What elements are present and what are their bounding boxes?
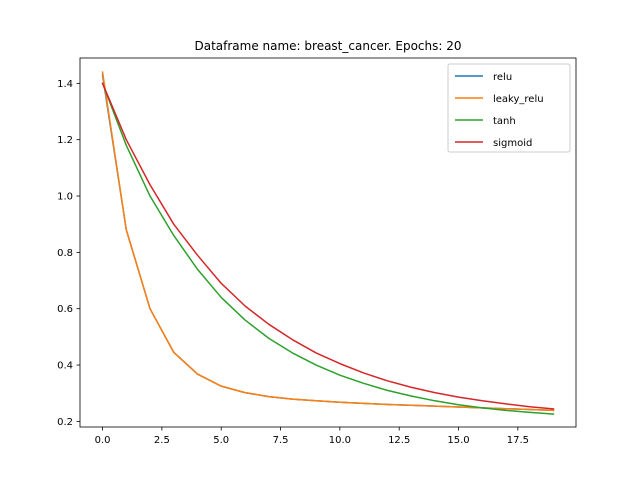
y-tick-label: 1.2 — [57, 135, 73, 146]
y-tick-label: 1.4 — [57, 79, 73, 90]
legend-label-leaky-relu: leaky_relu — [493, 94, 544, 105]
y-tick-label: 0.2 — [57, 417, 73, 428]
x-tick-label: 17.5 — [507, 435, 529, 446]
y-tick-label: 0.4 — [57, 361, 73, 372]
legend-box — [447, 63, 571, 153]
y-tick-label: 1.0 — [57, 192, 73, 203]
legend-label-tanh: tanh — [493, 116, 516, 127]
series-line-sigmoid — [101, 82, 555, 410]
y-tick-label: 0.8 — [57, 248, 73, 259]
axes-layer: 0.0 2.5 5.0 7.5 10.0 12.5 15.0 17.5 0.2 0.4 0.6 0.8… — [57, 57, 577, 446]
x-tick-label: 12.5 — [388, 435, 410, 446]
x-tick-label: 7.5 — [273, 435, 289, 446]
series-layer — [101, 71, 555, 415]
x-tick-label: 10.0 — [329, 435, 351, 446]
chart-title: Dataframe name: breast_cancer. Epochs: 2… — [194, 39, 461, 53]
legend-label-relu: relu — [493, 72, 512, 83]
legend-label-sigmoid: sigmoid — [493, 138, 532, 149]
y-tick-label: 0.6 — [57, 304, 73, 315]
series-line-tanh — [101, 82, 555, 415]
x-tick-label: 0.0 — [95, 435, 111, 446]
x-tick-label: 2.5 — [154, 435, 170, 446]
plot-frame — [79, 57, 577, 428]
x-tick-label: 5.0 — [213, 435, 229, 446]
x-tick-label: 15.0 — [447, 435, 469, 446]
